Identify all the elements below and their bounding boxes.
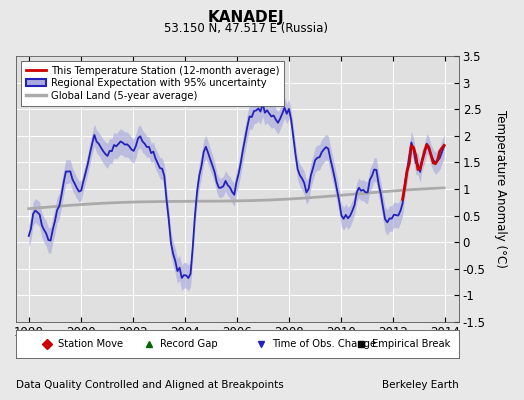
Text: Empirical Break: Empirical Break bbox=[372, 339, 451, 349]
Y-axis label: Temperature Anomaly (°C): Temperature Anomaly (°C) bbox=[494, 110, 507, 268]
Legend: This Temperature Station (12-month average), Regional Expectation with 95% uncer: This Temperature Station (12-month avera… bbox=[21, 61, 284, 106]
Text: 53.150 N, 47.517 E (Russia): 53.150 N, 47.517 E (Russia) bbox=[165, 22, 328, 35]
Text: Station Move: Station Move bbox=[58, 339, 123, 349]
Text: KANADEJ: KANADEJ bbox=[208, 10, 285, 25]
Text: Data Quality Controlled and Aligned at Breakpoints: Data Quality Controlled and Aligned at B… bbox=[16, 380, 283, 390]
Text: Berkeley Earth: Berkeley Earth bbox=[382, 380, 458, 390]
Text: Time of Obs. Change: Time of Obs. Change bbox=[272, 339, 377, 349]
Text: Record Gap: Record Gap bbox=[160, 339, 217, 349]
